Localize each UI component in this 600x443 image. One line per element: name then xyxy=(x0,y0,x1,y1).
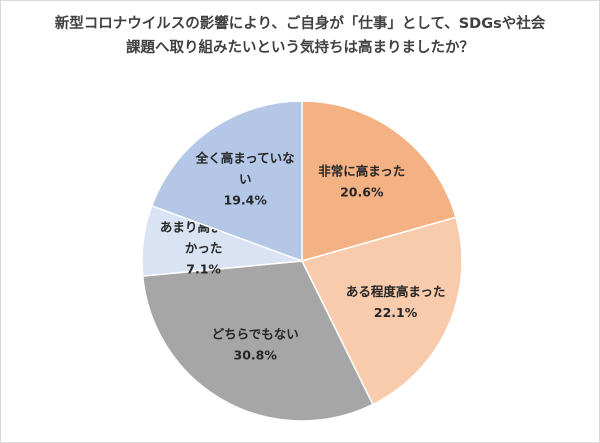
slice-category-label: ある程度高まった xyxy=(346,284,446,299)
chart-title-line-1: 新型コロナウイルスの影響により、ご自身が「仕事」として、SDGsや社会 xyxy=(54,16,546,32)
slice-category-label: かった xyxy=(185,240,223,255)
pie-slice xyxy=(301,100,457,262)
chart-title: 新型コロナウイルスの影響により、ご自身が「仕事」として、SDGsや社会 課題へ取… xyxy=(0,12,600,60)
pie-slice xyxy=(141,260,374,422)
slice-value-label: 7.1% xyxy=(186,261,221,276)
slice-category-label: 全く高まっていな xyxy=(195,151,295,166)
slice-value-label: 22.1% xyxy=(374,305,418,320)
slice-category-label: どちらでもない xyxy=(212,326,299,341)
chart-title-line-2: 課題へ取り組みたいという気持ちは高まりましたか？ xyxy=(126,40,474,56)
slice-category-label: 非常に高まった xyxy=(318,163,405,178)
slice-value-label: 20.6% xyxy=(340,184,384,199)
pie-slice xyxy=(300,216,463,406)
slice-value-label: 19.4% xyxy=(224,193,268,208)
slice-category-label: い xyxy=(239,172,252,187)
pie-slice xyxy=(150,100,303,263)
slice-value-label: 30.8% xyxy=(234,347,278,362)
